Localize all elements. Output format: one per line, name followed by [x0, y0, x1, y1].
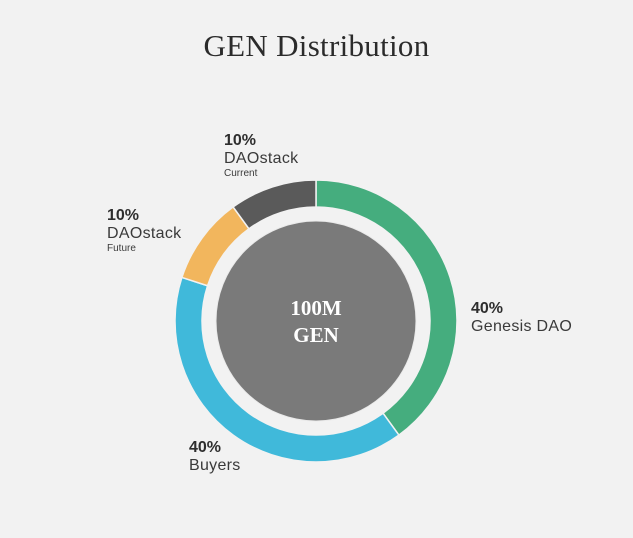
- label-name: Buyers: [189, 457, 241, 474]
- label-name: Genesis DAO: [471, 318, 573, 335]
- label-percent: 10%: [224, 132, 257, 149]
- slice-daostack-current: [232, 179, 317, 230]
- label-daostack-future: 10% DAOstack Future: [107, 208, 181, 254]
- center-disc: [215, 220, 417, 422]
- label-buyers: 40% Buyers: [189, 440, 241, 474]
- label-percent: 10%: [107, 207, 140, 224]
- label-sublabel: Future: [107, 243, 136, 254]
- label-sublabel: Current: [224, 168, 258, 179]
- label-daostack-current: 10% DAOstack Current: [224, 133, 298, 179]
- chart-title: GEN Distribution: [203, 28, 430, 63]
- label-percent: 40%: [189, 439, 222, 456]
- label-percent: 40%: [471, 300, 504, 317]
- center-unit: GEN: [293, 323, 339, 347]
- donut-ring: [174, 179, 458, 463]
- label-genesis-dao: 40% Genesis DAO: [471, 301, 572, 335]
- label-name: DAOstack: [107, 225, 182, 242]
- center-value: 100M: [290, 296, 342, 320]
- label-name: DAOstack: [224, 150, 299, 167]
